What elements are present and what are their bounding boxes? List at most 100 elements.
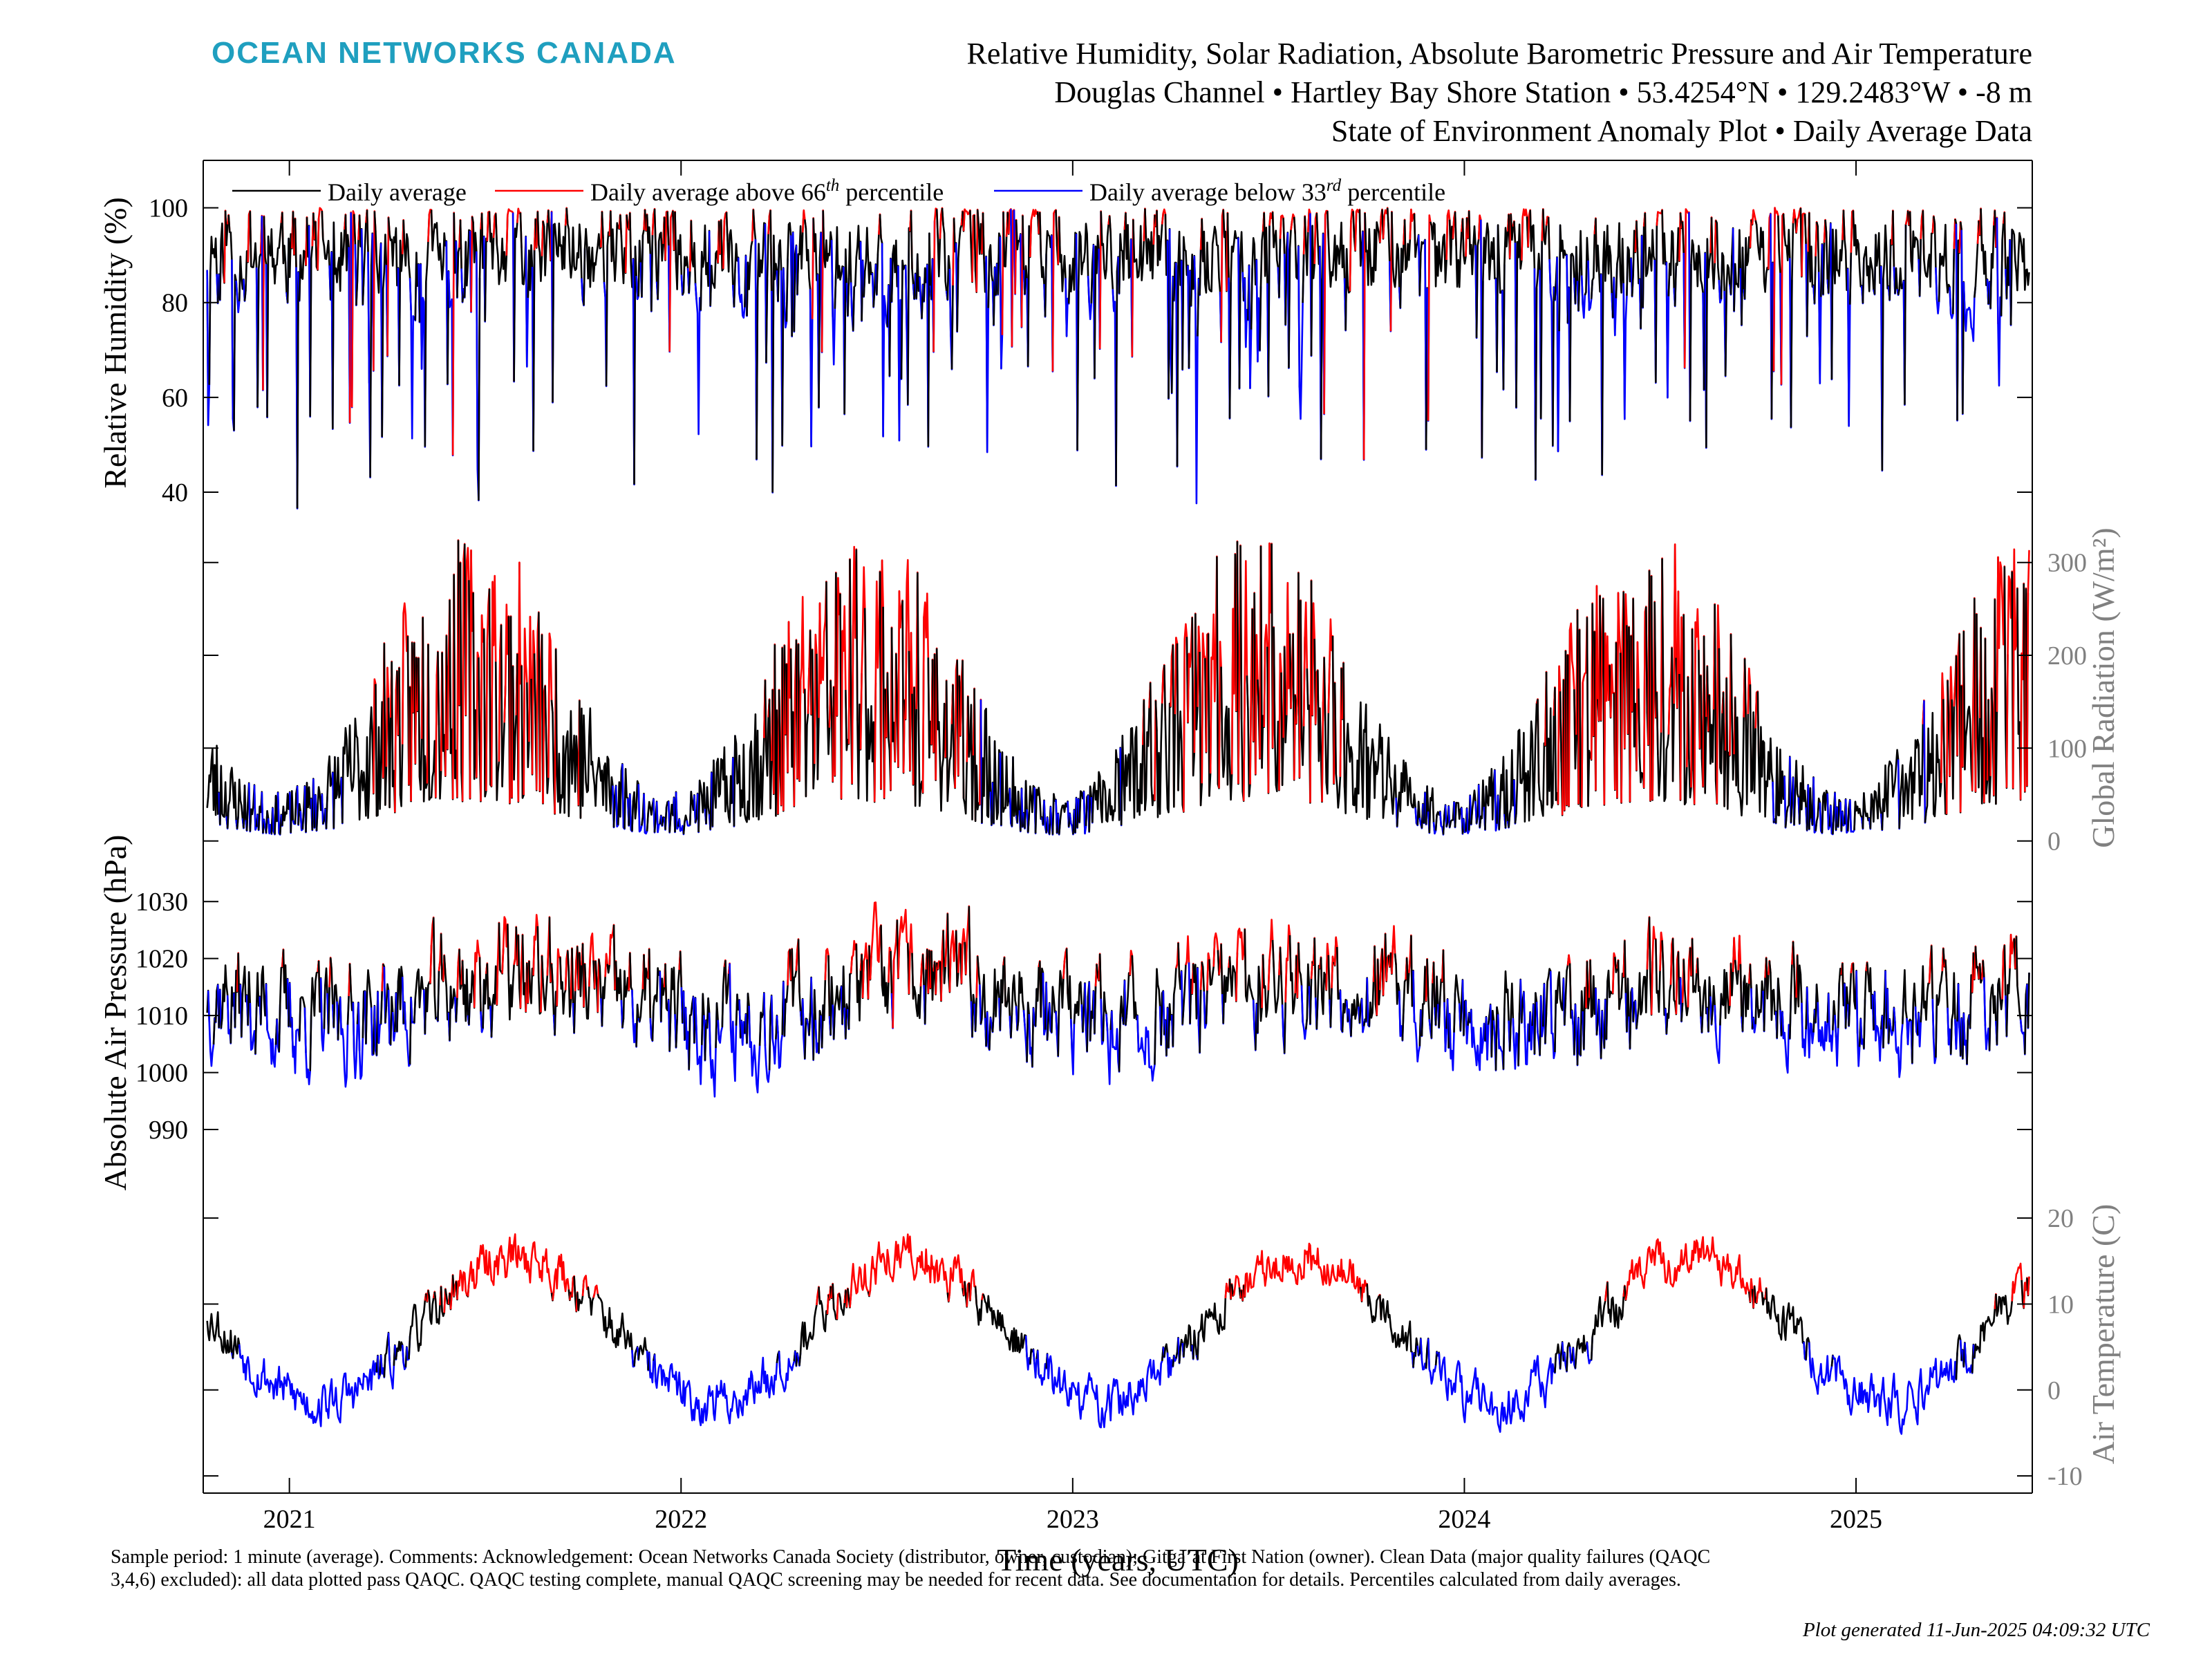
series-segment-above xyxy=(868,1233,950,1302)
y-axis-label: Absolute Air Pressure (hPa) xyxy=(97,835,133,1191)
series-segment-normal xyxy=(700,224,711,311)
series-segment-normal xyxy=(822,210,834,317)
series-segment-normal xyxy=(1342,662,1398,827)
series-segment-normal xyxy=(1853,800,1864,830)
series-segment-above xyxy=(869,901,883,986)
series-segment-normal xyxy=(1201,218,1222,343)
series-segment-below xyxy=(729,963,738,1082)
series-segment-below xyxy=(1906,1018,1911,1046)
series-segment-normal xyxy=(1220,608,1234,801)
series-segment-normal xyxy=(1027,785,1037,834)
footnote: Sample period: 1 minute (average). Comme… xyxy=(111,1546,1711,1591)
x-tick-label: 2023 xyxy=(1047,1505,1099,1534)
series-segment-normal xyxy=(1590,1289,1608,1360)
y-tick-label: 80 xyxy=(162,289,188,318)
series-segment-below xyxy=(1360,998,1366,1033)
series-segment-normal xyxy=(927,232,932,447)
series-segment-normal xyxy=(507,924,516,1021)
series-segment-normal xyxy=(2015,936,2023,1031)
series-segment-below xyxy=(339,996,350,1088)
series-segment-normal xyxy=(825,581,832,756)
y-tick-label: 100 xyxy=(2047,734,2087,763)
y-tick-label: 1020 xyxy=(135,945,188,974)
series-segment-normal xyxy=(206,1311,234,1359)
series-segment-normal xyxy=(991,968,1002,1033)
x-tick-label: 2024 xyxy=(1438,1505,1490,1534)
series-segment-normal xyxy=(494,213,509,285)
series-segment-normal xyxy=(1920,958,1931,1022)
series-segment-normal xyxy=(993,740,1002,826)
series-segment-normal xyxy=(1120,700,1145,826)
chart-subtitle-type: State of Environment Anomaly Plot • Dail… xyxy=(1331,114,2032,148)
series-segment-below xyxy=(708,1002,718,1098)
y-tick-label: 0 xyxy=(2047,1376,2061,1405)
y-tick-label: 300 xyxy=(2047,549,2087,578)
series-segment-above xyxy=(1427,214,1433,421)
series-segment-normal xyxy=(1058,216,1068,337)
series-segment-below xyxy=(748,1005,762,1094)
series-segment-normal xyxy=(1922,210,1935,288)
series-segment-below xyxy=(1893,995,1905,1078)
series-segment-normal xyxy=(402,220,412,311)
series-segment-normal xyxy=(1719,963,1732,1026)
series-segment-below xyxy=(1470,1009,1488,1071)
series-segment-normal xyxy=(1606,1282,1626,1329)
series-segment-normal xyxy=(1073,981,1084,1033)
series-segment-normal xyxy=(1504,769,1510,828)
series-segment-normal xyxy=(321,210,332,300)
series-segment-normal xyxy=(1909,211,1921,297)
series-segment-normal xyxy=(1288,221,1293,368)
series-segment-normal xyxy=(1454,212,1464,288)
series-segment-normal xyxy=(880,925,891,1014)
series-segment-normal xyxy=(930,950,936,1001)
series-segment-normal xyxy=(579,700,615,827)
series-segment-normal xyxy=(1615,222,1626,420)
series-segment-normal xyxy=(1552,286,1556,447)
series-segment-below xyxy=(1300,985,1309,1040)
series-segment-normal xyxy=(1091,747,1123,826)
series-segment-normal xyxy=(1863,962,1868,1049)
series-segment-normal xyxy=(1898,700,1925,829)
series-segment-normal xyxy=(1756,691,1775,823)
series-segment-normal xyxy=(956,211,964,332)
series-segment-normal xyxy=(635,1004,641,1047)
series-segment-normal xyxy=(552,207,568,403)
y-tick-label: -10 xyxy=(2047,1462,2083,1491)
series-segment-normal xyxy=(1034,787,1044,834)
series-segment-normal xyxy=(1938,223,1952,315)
series-segment-normal xyxy=(756,222,767,460)
series-segment-normal xyxy=(1430,215,1449,288)
series-segment-normal xyxy=(1076,223,1090,451)
y-tick-label: 10 xyxy=(2047,1290,2074,1319)
series-segment-normal xyxy=(1655,212,1659,383)
series-segment-normal xyxy=(1734,658,1746,817)
series-segment-below xyxy=(1923,700,1927,824)
series-segment-normal xyxy=(226,767,238,830)
y-tick-label: 100 xyxy=(149,194,188,223)
series-segment-normal xyxy=(587,1286,596,1316)
series-segment-normal xyxy=(1765,1288,1806,1359)
series-segment-normal xyxy=(1564,955,1570,1025)
series-segment-normal xyxy=(1350,993,1361,1037)
series-segment-normal xyxy=(1782,214,1792,428)
series-segment-normal xyxy=(1741,964,1752,1032)
series-segment-normal xyxy=(1995,1282,2014,1325)
series-segment-normal xyxy=(1869,782,1884,831)
series-segment-normal xyxy=(1881,224,1891,471)
series-segment-normal xyxy=(2009,228,2030,326)
series-segment-normal xyxy=(362,209,368,306)
series-segment-normal xyxy=(1154,671,1165,818)
series-lines xyxy=(206,901,2030,1098)
series-segment-normal xyxy=(1181,961,1188,1025)
series-segment-normal xyxy=(1862,245,1876,303)
series-segment-below xyxy=(1046,1347,1165,1429)
series-segment-below xyxy=(1873,991,1884,1062)
series-segment-normal xyxy=(709,221,720,306)
series-segment-normal xyxy=(395,1340,404,1363)
legend-label: Daily average above 66th percentile xyxy=(590,176,944,206)
series-segment-normal xyxy=(1635,933,1649,1029)
series-segment-normal xyxy=(941,207,949,301)
series-segment-normal xyxy=(1881,749,1900,831)
ocean-networks-canada-logo: OCEAN NETWORKS CANADA xyxy=(212,36,677,70)
series-segment-normal xyxy=(249,211,259,408)
